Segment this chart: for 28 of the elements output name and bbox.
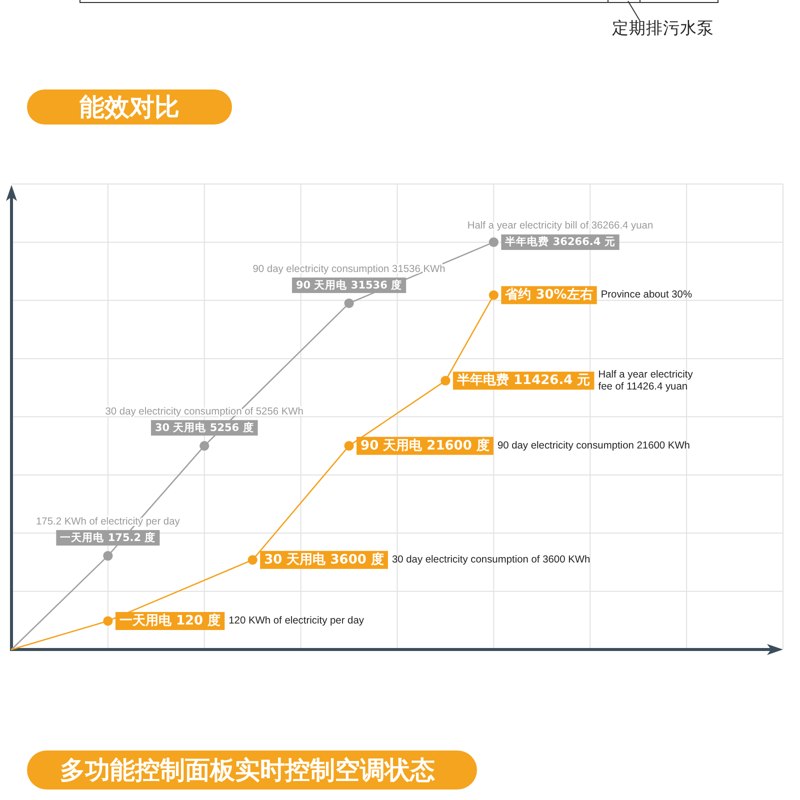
annotation: 30 day electricity consumption of 3600 KWh — [392, 554, 590, 566]
annotation: 省约 30%左右 — [504, 288, 593, 303]
point — [344, 441, 354, 451]
text: 定期排污水泵 — [612, 18, 714, 38]
annotation: 30 天用电 3600 度 — [264, 551, 384, 568]
annotation: 半年电费 11426.4 元 — [456, 373, 590, 388]
point — [103, 616, 113, 626]
annotation: 90 天用电 31536 度 — [296, 278, 402, 292]
point — [248, 555, 258, 565]
annotation: 一天用电 175.2 度 — [60, 530, 156, 544]
title: 能效对比 — [27, 90, 232, 124]
annotation: 90 天用电 21600 度 — [360, 437, 490, 454]
text: Half a year electricity fee of 11426.4 yuan — [598, 369, 694, 392]
point — [488, 290, 498, 300]
annotation: 30 天用电 5256 度 — [154, 420, 254, 434]
text: Half a year electricity bill of 36266.4 yuan — [467, 220, 654, 232]
point — [440, 376, 450, 386]
annotation: 一天用电 120 度 — [119, 612, 221, 628]
point — [344, 298, 354, 308]
annotation: 半年电费 36266.4 元 — [504, 235, 616, 248]
chart-title: 能效对比 — [80, 92, 180, 122]
point — [488, 237, 498, 247]
annotation: 90 day electricity consumption 21600 KWh — [497, 440, 690, 452]
point — [103, 551, 113, 561]
point — [200, 441, 210, 451]
text: Province about 30% — [600, 290, 692, 301]
annotation: 120 KWh of electricity per day — [228, 615, 365, 626]
banner: 多功能控制面板实时控制空调状态 — [27, 750, 477, 790]
